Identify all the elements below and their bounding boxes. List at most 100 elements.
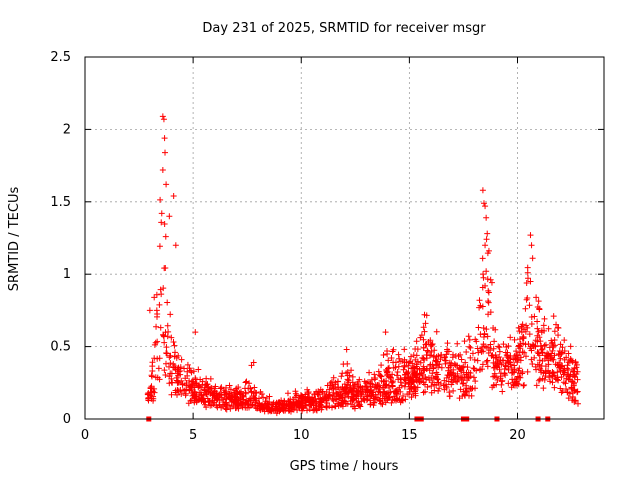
data-point [363,393,370,400]
data-point [168,370,175,377]
data-point [168,334,175,341]
data-point [458,356,465,363]
x-tick-label: 15 [401,428,418,443]
data-point [302,391,309,398]
data-point [319,395,326,402]
data-point [480,325,487,332]
data-point [177,386,184,393]
data-point [487,276,494,283]
data-point [153,291,160,298]
data-point [459,393,466,400]
data-point [429,379,436,386]
data-point [414,346,421,353]
data-point [158,291,165,298]
data-point [356,401,363,408]
data-point [409,378,416,385]
data-point [303,402,310,409]
data-point [164,299,171,306]
data-point [387,389,394,396]
data-point [465,374,472,381]
data-point [529,343,536,350]
data-point [404,370,411,377]
data-point [159,166,166,173]
data-point [507,359,514,366]
data-point [541,376,548,383]
data-point [540,385,547,392]
data-point [496,366,503,373]
data-point [213,390,220,397]
data-point [251,395,258,402]
data-point [424,365,431,372]
data-point [564,389,571,396]
data-point [432,373,439,380]
data-point [488,279,495,286]
data-point [342,400,349,407]
data-point [558,374,565,381]
data-point [203,382,210,389]
data-point [524,264,531,271]
data-point [388,399,395,406]
data-point [555,332,562,339]
data-point [283,405,290,412]
data-point [181,365,188,372]
data-point [424,383,431,390]
data-point [413,352,420,359]
data-point [421,311,428,318]
data-point [249,401,256,408]
data-point [408,353,415,360]
data-point [468,392,475,399]
data-point [401,346,408,353]
data-point [355,398,362,405]
data-point [448,381,455,388]
data-point [151,294,158,301]
data-point [506,358,513,365]
data-point [247,402,254,409]
data-point [423,376,430,383]
data-point [167,311,174,318]
data-point [493,381,500,388]
data-point [175,379,182,386]
y-tick-label: 0 [63,412,71,427]
data-point [210,401,217,408]
data-point [396,355,403,362]
data-point [410,364,417,371]
y-tick-label: 2.5 [50,50,71,65]
data-point [178,356,185,363]
data-point [232,399,239,406]
data-point [163,350,170,357]
data-point [393,397,400,404]
data-point [446,389,453,396]
data-point [375,368,382,375]
data-point [483,358,490,365]
plot-frame [84,56,605,420]
data-point [202,398,209,405]
data-point [568,384,575,391]
data-point [541,315,548,322]
data-point [157,324,164,331]
data-point [574,388,581,395]
data-point [203,388,210,395]
data-point [240,393,247,400]
data-point [484,363,491,370]
data-point [533,382,540,389]
data-point [161,339,168,346]
data-point [523,322,530,329]
data-point [561,365,568,372]
data-point [463,382,470,389]
data-point [449,354,456,361]
data-point [262,398,269,405]
data-point [445,348,452,355]
data-point [162,264,169,271]
data-point [534,349,541,356]
data-point [479,361,486,368]
data-point [513,376,520,383]
data-point [192,329,199,336]
data-point [528,242,535,249]
data-point [158,219,165,226]
data-point [523,280,530,287]
data-point [468,386,475,393]
data-point [154,374,161,381]
data-point [441,354,448,361]
data-point [269,401,276,408]
data-point [466,336,473,343]
